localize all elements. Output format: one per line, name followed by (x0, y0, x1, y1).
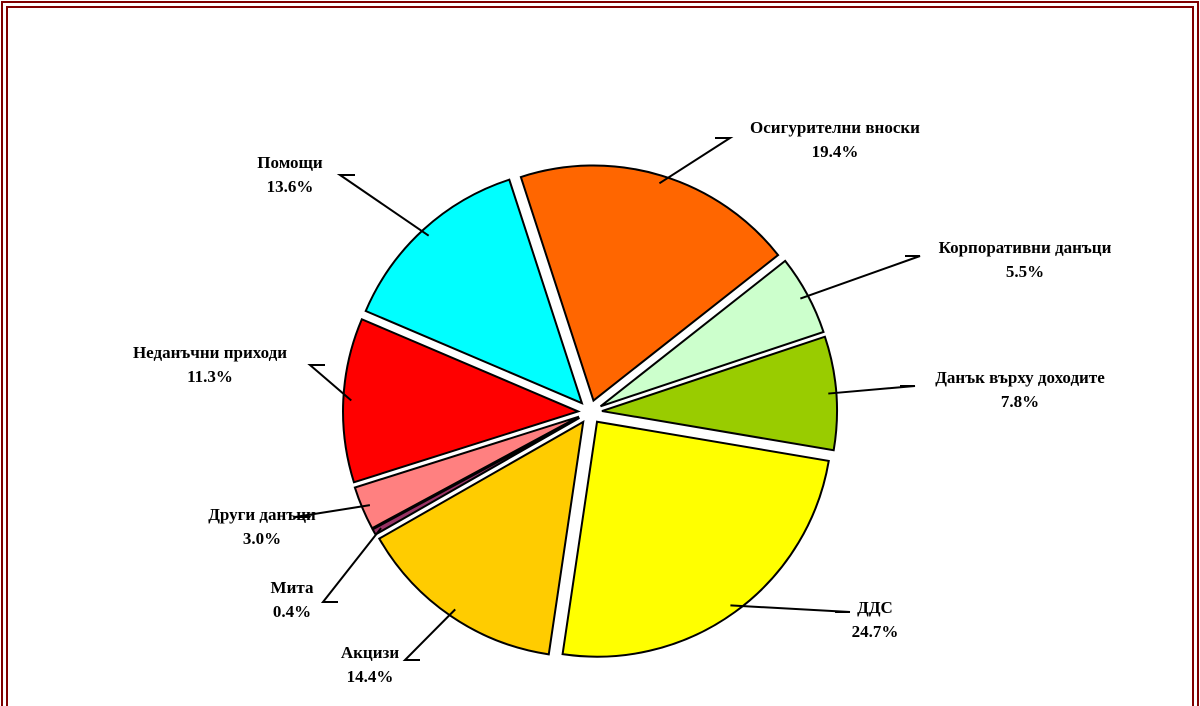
slice-label: Неданъчни приходи (133, 343, 287, 362)
pie-slice (561, 420, 830, 658)
pie-slice (364, 178, 584, 405)
slice-label: Корпоративни данъци (939, 238, 1112, 257)
slice-label: Мита (271, 578, 314, 597)
slice-value: 19.4% (812, 142, 859, 161)
pie-slice (519, 164, 780, 403)
pie-slice (353, 415, 580, 530)
slice-label: Осигурителни вноски (750, 118, 920, 137)
slice-value: 24.7% (852, 622, 899, 641)
slice-value: 11.3% (187, 367, 233, 386)
leader-line (307, 364, 352, 402)
leader-line (320, 527, 382, 603)
leader-line (730, 604, 851, 613)
slice-label: Данък върху доходите (935, 368, 1105, 387)
slice-value: 14.4% (347, 667, 394, 686)
leader-line (828, 385, 916, 395)
slice-label: Други данъци (208, 505, 316, 524)
slice-label: ДДС (857, 598, 893, 617)
slice-value: 0.4% (273, 602, 311, 621)
leader-line (658, 137, 734, 185)
pie-slice (342, 317, 581, 484)
slice-value: 13.6% (267, 177, 314, 196)
slice-label: Акцизи (341, 643, 399, 662)
leader-line (800, 255, 921, 300)
leader-line (294, 504, 371, 518)
slice-label: Помощи (257, 153, 323, 172)
pie-slice (599, 259, 825, 408)
leader-line (402, 608, 456, 661)
leader-line (336, 174, 430, 237)
frame-inner (6, 6, 1194, 706)
pie-slice (377, 420, 585, 656)
slice-value: 7.8% (1001, 392, 1039, 411)
slice-value: 5.5% (1006, 262, 1044, 281)
slice-value: 3.0% (243, 529, 281, 548)
